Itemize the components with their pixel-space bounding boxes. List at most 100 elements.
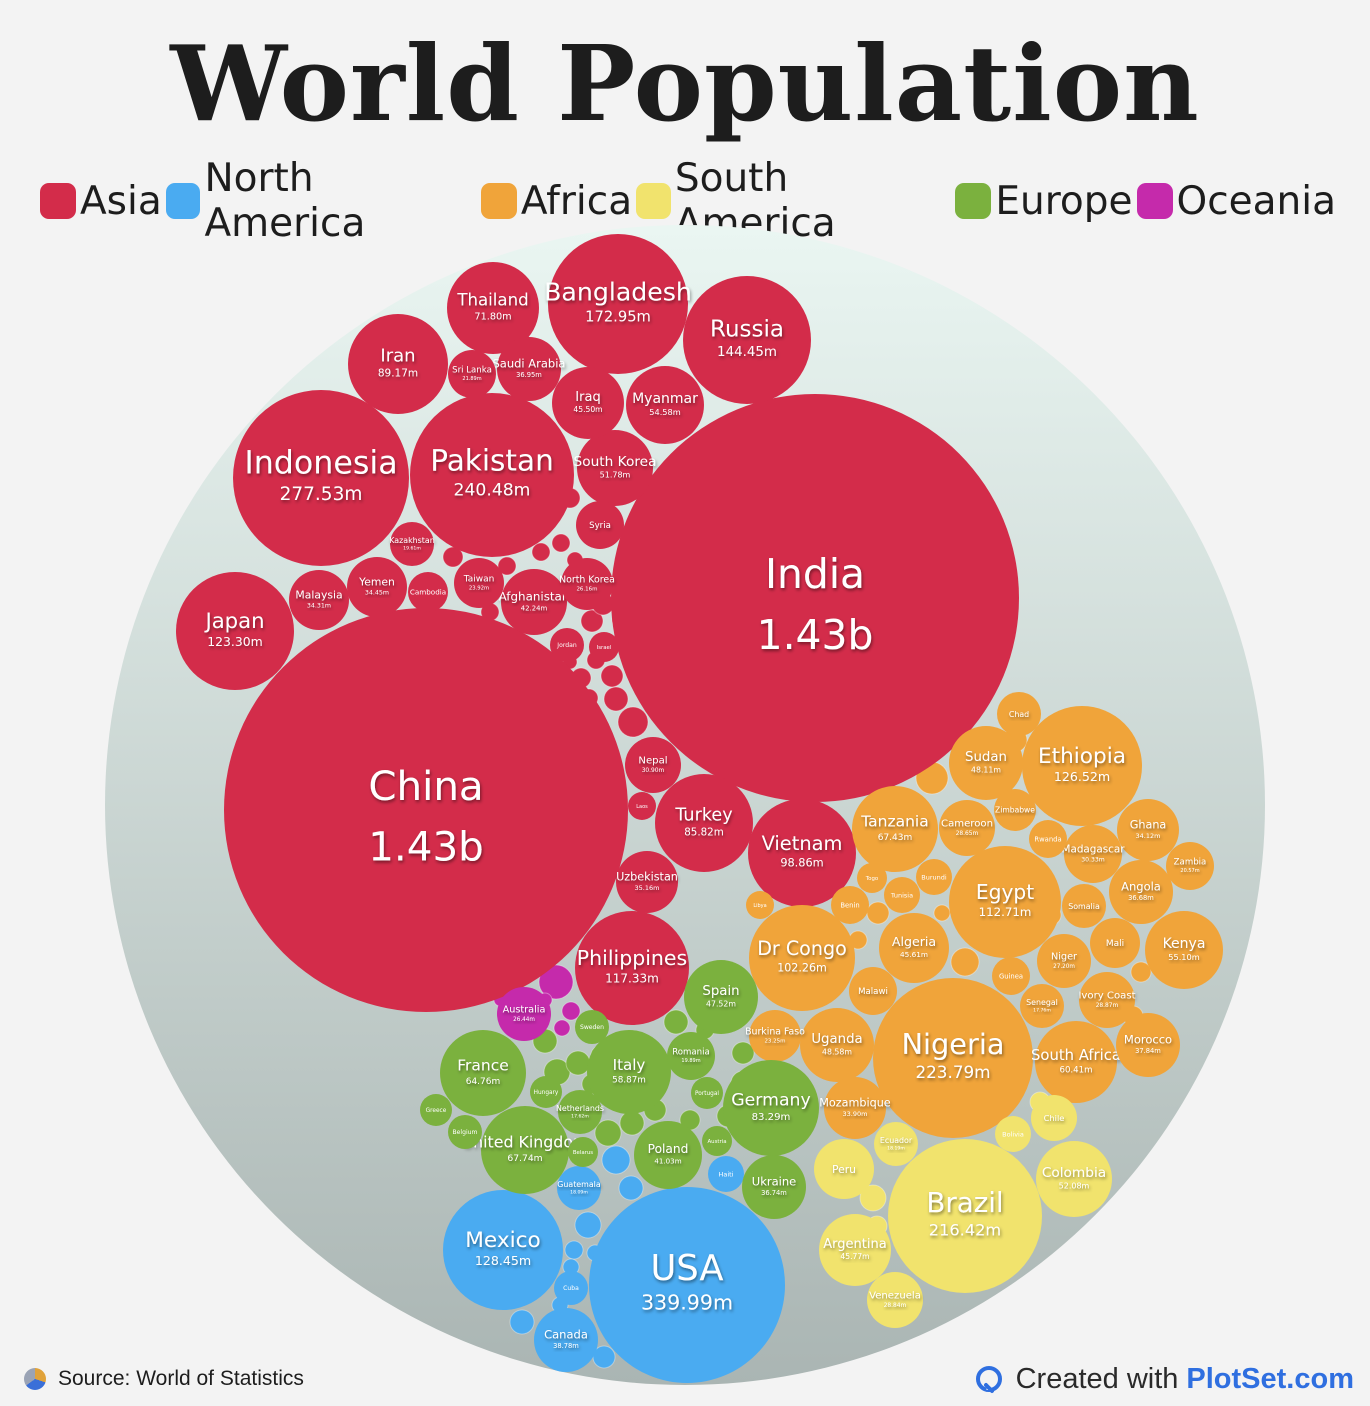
bubble-somalia[interactable]: Somalia [1062,884,1106,928]
bubble-circle[interactable] [497,987,551,1041]
bubble-tanzania[interactable]: Tanzania 67.43m [852,786,938,872]
bubble-malaysia[interactable]: Malaysia 34.31m [289,570,349,630]
bubble-circle[interactable] [587,1030,671,1114]
bubble-circle[interactable] [554,1271,588,1305]
bubble-circle[interactable] [589,1187,785,1383]
bubble-circle[interactable] [1036,1141,1112,1217]
bubble-circle[interactable] [625,737,681,793]
bubble-circle[interactable] [994,789,1036,831]
bubble-mali[interactable]: Mali [1090,918,1140,968]
bubble-circle[interactable] [530,1076,562,1108]
plotset-link[interactable]: PlotSet.com [1186,1362,1354,1395]
bubble-circle[interactable] [655,774,753,872]
bubble-circle[interactable] [233,390,409,566]
bubble-circle[interactable] [589,632,619,662]
bubble-circle[interactable] [702,1126,732,1156]
bubble-greece[interactable]: Greece [420,1094,452,1126]
bubble-circle[interactable] [626,366,704,444]
bubble-circle[interactable] [800,1008,874,1082]
bubble-circle[interactable] [420,1094,452,1126]
bubble-circle[interactable] [347,557,407,617]
bubble-circle[interactable] [819,1214,891,1286]
bubble-circle[interactable] [939,800,995,856]
bubble-circle[interactable] [814,1139,874,1199]
bubble-circle[interactable] [628,792,656,820]
bubble-chile[interactable]: Chile [1031,1095,1077,1141]
bubble-circle[interactable] [1062,884,1106,928]
bubble-tunisia[interactable]: Tunisia [884,877,920,913]
bubble-circle[interactable] [746,891,774,919]
bubble-circle[interactable] [408,572,448,612]
bubble-circle[interactable] [749,905,855,1011]
bubble-circle[interactable] [501,569,567,635]
bubble-circle[interactable] [748,799,856,907]
bubble-circle[interactable] [576,501,624,549]
bubble-circle[interactable] [683,276,811,404]
bubble-sweden[interactable]: Sweden [575,1010,609,1044]
bubble-circle[interactable] [548,234,688,374]
bubble-italy[interactable]: Italy 58.87m [587,1030,671,1114]
bubble-circle[interactable] [575,1010,609,1044]
bubble-circle[interactable] [824,1077,886,1139]
bubble-circle[interactable] [1079,972,1135,1028]
bubble-haiti[interactable]: Haiti [708,1156,744,1192]
bubble-bangladesh[interactable]: Bangladesh 172.95m [544,234,692,374]
bubble-indonesia[interactable]: Indonesia 277.53m [233,390,409,566]
bubble-circle[interactable] [1022,706,1142,826]
bubble-circle[interactable] [577,430,653,506]
bubble-circle[interactable] [1031,1095,1077,1141]
bubble-hungary[interactable]: Hungary [530,1076,562,1108]
bubble-malawi[interactable]: Malawi [849,967,897,1015]
bubble-circle[interactable] [857,863,887,893]
bubble-circle[interactable] [1064,825,1122,883]
bubble-circle[interactable] [611,394,1019,802]
bubble-circle[interactable] [849,967,897,1015]
bubble-yemen[interactable]: Yemen 34.45m [347,557,407,617]
bubble-circle[interactable] [874,1122,918,1166]
bubble-circle[interactable] [723,1060,819,1156]
bubble-circle[interactable] [289,570,349,630]
bubble-china[interactable]: China 1.43b [224,608,628,1012]
bubble-circle[interactable] [1117,799,1179,861]
bubble-germany[interactable]: Germany 83.29m [723,1060,819,1156]
bubble-circle[interactable] [447,262,539,354]
bubble-israel[interactable]: Israel [589,632,619,662]
bubble-circle[interactable] [949,726,1023,800]
bubble-austria[interactable]: Austria [702,1126,732,1156]
bubble-vietnam[interactable]: Vietnam 98.86m [748,799,856,907]
bubble-circle[interactable] [1090,918,1140,968]
bubble-peru[interactable]: Peru [814,1139,874,1199]
bubble-circle[interactable] [448,1115,482,1149]
bubble-circle[interactable] [708,1156,744,1192]
bubble-circle[interactable] [440,1030,526,1116]
bubble-rwanda[interactable]: Rwanda [1029,820,1067,858]
bubble-circle[interactable] [667,1032,715,1080]
bubble-bolivia[interactable]: Bolivia [995,1116,1031,1152]
bubble-circle[interactable] [1166,842,1214,890]
bubble-syria[interactable]: Syria [576,501,624,549]
